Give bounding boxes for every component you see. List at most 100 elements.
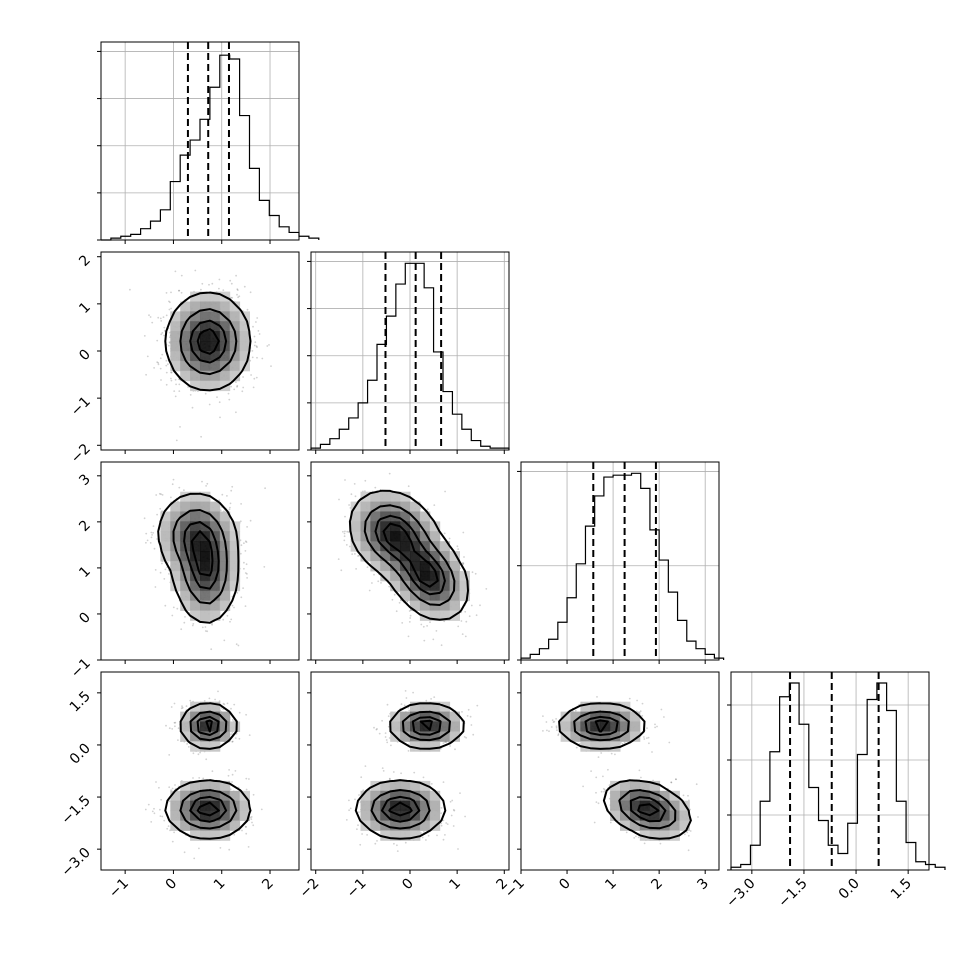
density-cell (229, 351, 241, 362)
scatter-point (222, 708, 224, 711)
scatter-point (235, 411, 237, 414)
scatter-point (160, 379, 162, 381)
x-tick-label: 2 (259, 876, 277, 894)
scatter-point (468, 615, 471, 618)
scatter-point (153, 812, 156, 815)
density-cell (229, 360, 241, 372)
histogram-panel-4: −3.0 −1.5 0.0 1.5 (723, 671, 946, 911)
density-cell (209, 351, 221, 362)
density-cell (170, 311, 181, 322)
scatter-point (246, 577, 249, 579)
density-cell (459, 570, 470, 582)
histogram-step (310, 262, 510, 450)
density-cell (219, 370, 231, 382)
scatter-point (252, 793, 255, 796)
scatter-point (218, 278, 221, 281)
scatter-point (246, 308, 249, 311)
scatter-point (255, 345, 258, 348)
scatter-point (222, 702, 225, 705)
scatter-point (368, 589, 371, 592)
density-cell (190, 511, 201, 522)
density-cell (219, 600, 231, 611)
scatter-point (211, 770, 214, 773)
scatter-point (152, 525, 155, 527)
scatter-point (243, 567, 245, 570)
contour-level (172, 509, 228, 605)
density-cell (419, 541, 431, 552)
scatter-point (268, 344, 270, 346)
scatter-point (238, 295, 241, 298)
density-cell (400, 570, 411, 582)
scatter-point (408, 621, 411, 623)
scatter-point (479, 604, 481, 607)
scatter-point (257, 330, 260, 332)
scatter-point (253, 335, 256, 338)
scatter-point (202, 777, 205, 780)
density-cell (219, 531, 231, 542)
density-cell (370, 531, 381, 542)
scatter-point (366, 566, 369, 568)
density-cell (170, 551, 181, 562)
x-tick-label: −1 (106, 876, 132, 902)
density-cell (410, 541, 421, 552)
y-tick-label: 1 (76, 563, 94, 581)
density-cell (200, 800, 211, 812)
density-cell (439, 551, 451, 562)
scatter-point (461, 562, 464, 565)
scatter-point (233, 606, 235, 609)
scatter-point (240, 596, 243, 599)
scatter-point (235, 381, 237, 383)
density-cell (390, 491, 401, 503)
scatter-point (231, 604, 234, 607)
scatter-point (236, 289, 239, 291)
density-cell (390, 580, 401, 592)
scatter-point (145, 373, 147, 376)
contour-level (196, 328, 220, 355)
density-cell (390, 570, 401, 582)
scatter-point (170, 706, 173, 708)
y-tick-label: 1.5 (67, 688, 94, 715)
density-cell (390, 521, 401, 532)
density-cell (200, 701, 211, 713)
contour-level (164, 291, 252, 392)
scatter-point (145, 541, 147, 544)
density-cell (390, 531, 401, 542)
scatter-point (170, 377, 172, 380)
panel-content (129, 269, 272, 442)
density-cell (180, 341, 191, 352)
scatter-point (200, 435, 202, 438)
scatter-point (371, 582, 373, 584)
scatter-point (161, 562, 163, 565)
density-cell (200, 570, 211, 582)
scatter-point (461, 633, 464, 635)
scatter-point (156, 361, 159, 363)
density-cell (229, 301, 241, 312)
scatter-point (187, 386, 189, 388)
scatter-point (240, 503, 243, 505)
scatter-point (183, 851, 186, 854)
contour-level (374, 514, 446, 596)
scatter-point (364, 479, 367, 482)
density-cell (160, 531, 171, 542)
scatter-point (266, 345, 269, 347)
density-cell (449, 600, 460, 611)
density-cell (209, 731, 221, 742)
scatter-point (251, 821, 253, 824)
scatter-point (228, 508, 231, 511)
scatter-point (199, 751, 201, 754)
density-cell (370, 561, 381, 572)
scatter-point (380, 582, 382, 584)
density-cell (190, 800, 201, 812)
density-cells (350, 491, 470, 621)
scatter-point (243, 542, 245, 545)
scatter-point (168, 800, 171, 803)
density-cells (170, 701, 250, 841)
density-cell (219, 580, 231, 592)
scatter-point (171, 483, 174, 486)
scatter-point (250, 374, 253, 376)
density-cell (400, 541, 411, 552)
scatter-point (191, 624, 194, 627)
density-cell (180, 370, 191, 382)
scatter-point (260, 808, 263, 811)
density-cell (190, 721, 201, 732)
